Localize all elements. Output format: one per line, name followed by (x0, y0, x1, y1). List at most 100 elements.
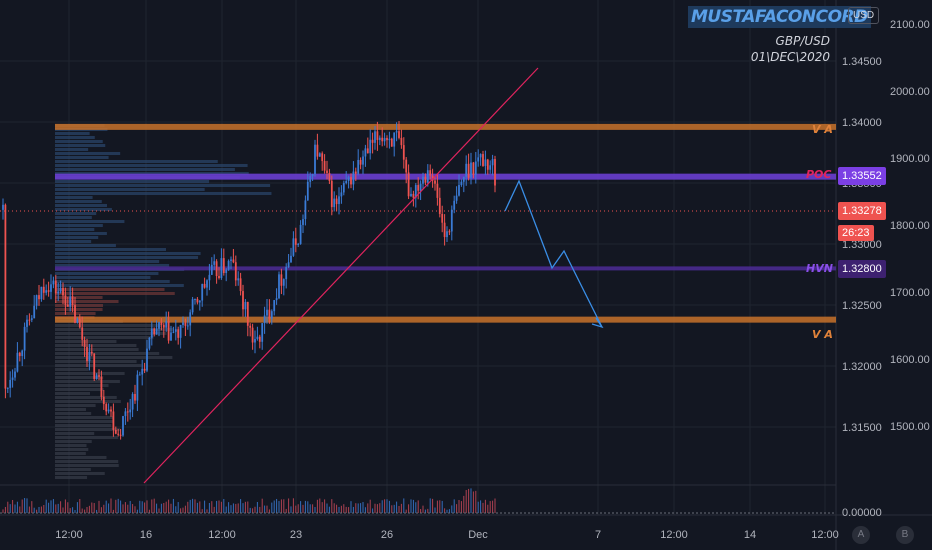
candle-body (340, 192, 343, 197)
volume-profile-bar (55, 472, 105, 475)
candle-body (14, 371, 16, 378)
volume-profile-bar (55, 152, 121, 155)
candle-body (134, 394, 136, 401)
candle-body (316, 144, 319, 157)
candle-body (160, 322, 163, 325)
candle-body (119, 434, 122, 436)
candle-body (141, 368, 144, 375)
candle-body (395, 131, 398, 133)
candle-body (42, 286, 45, 293)
candle-body (186, 325, 189, 327)
volume-profile-bar (55, 304, 104, 307)
candle-body (299, 224, 302, 244)
candle-body (376, 131, 379, 140)
candle-body (9, 379, 12, 388)
candle-body (494, 159, 496, 186)
candle-body (230, 259, 232, 261)
volume-profile-bar (55, 132, 90, 135)
candle-body (194, 298, 196, 300)
va-bottom-band (55, 316, 836, 323)
candle-body (306, 181, 309, 201)
candle-body (414, 185, 417, 198)
candle-body (126, 411, 129, 413)
candle-body (244, 301, 247, 310)
va-top-label: V A (812, 123, 833, 136)
candle-body (88, 351, 91, 362)
secondary-tick-label: 1700.00 (890, 287, 930, 299)
candle-body (453, 200, 456, 210)
volume-profile-bar (55, 212, 97, 215)
hvn-label: HVN (806, 262, 833, 275)
candle-body (342, 183, 345, 193)
auto-scale-button[interactable]: A (852, 526, 870, 544)
candle-body (455, 195, 458, 201)
currency-badge[interactable]: USD (848, 7, 880, 24)
candle-body (275, 298, 278, 301)
volume-profile-bar (55, 160, 218, 163)
price-tick-label: 1.34000 (842, 117, 882, 129)
volume-profile-bar (55, 348, 139, 351)
candle-body (448, 231, 451, 233)
candle-body (158, 322, 160, 329)
candle-body (290, 255, 292, 263)
volume-profile-bar (55, 200, 102, 203)
volume-profile-bar (55, 148, 89, 151)
candle-body (354, 171, 357, 174)
candle-body (232, 259, 235, 263)
candle-body (206, 280, 208, 288)
volume-tick-label: 0.00000 (842, 507, 882, 519)
candle-body (294, 238, 297, 245)
candle-body (172, 331, 175, 333)
volume-profile-bar (55, 448, 89, 451)
time-tick-label: 12:00 (811, 529, 839, 541)
candle-body (398, 131, 400, 138)
volume-profile-bar (55, 464, 119, 467)
candle-body (71, 296, 74, 306)
candle-body (213, 261, 216, 265)
volume-profile-bar (55, 208, 112, 211)
candle-body (215, 261, 218, 277)
candle-body (64, 295, 67, 305)
price-tick-label: 1.32500 (842, 300, 882, 312)
candle-body (196, 298, 199, 303)
time-tick-label: 7 (595, 529, 601, 541)
candle-body (309, 176, 312, 182)
candle-body (318, 153, 321, 157)
candle-body (155, 328, 158, 335)
volume-profile-bar (55, 188, 205, 191)
candle-body (95, 375, 98, 379)
hvn-price-tag: 1.32800 (838, 260, 886, 278)
volume-profile-bar (55, 388, 104, 391)
candle-body (474, 161, 477, 175)
time-tick-label: Dec (468, 529, 488, 541)
volume-profile-bar (55, 228, 95, 231)
candle-body (201, 283, 204, 301)
candle-body (405, 159, 408, 173)
candle-body (366, 148, 369, 154)
candle-body (28, 319, 31, 321)
volume-profile-bar (55, 184, 271, 187)
volume-profile-bar (55, 276, 151, 279)
candle-body (364, 148, 367, 157)
volume-profile-bar (55, 232, 107, 235)
volume-profile-bar (55, 220, 125, 223)
log-scale-button[interactable]: B (896, 526, 914, 544)
candle-body (150, 328, 153, 338)
candle-body (184, 322, 187, 326)
volume-profile-bar (55, 344, 137, 347)
volume-profile-bar (55, 380, 120, 383)
candle-body (489, 165, 492, 170)
candle-body (350, 177, 352, 185)
candle-body (357, 159, 360, 174)
candle-body (434, 180, 436, 184)
candle-body (242, 291, 244, 310)
candle-body (182, 322, 184, 325)
volume-profile-bar (55, 244, 116, 247)
candle-body (470, 162, 472, 178)
time-tick-label: 12:00 (55, 529, 83, 541)
candle-body (90, 351, 93, 354)
candle-body (66, 304, 69, 307)
volume-profile-bar (55, 432, 95, 435)
volume-profile-bar (55, 368, 89, 371)
